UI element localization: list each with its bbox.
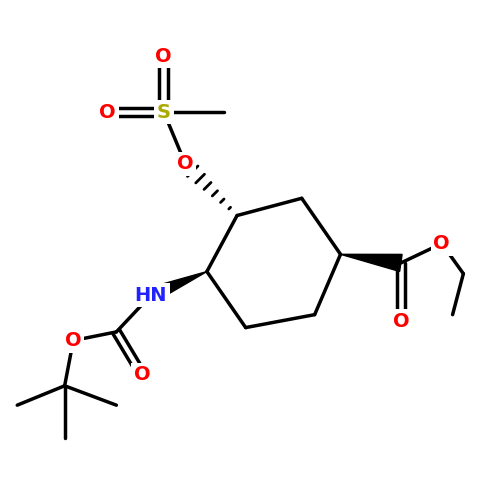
Text: O: O (156, 46, 172, 66)
Text: O: O (65, 331, 82, 350)
Text: O: O (134, 366, 150, 384)
Polygon shape (148, 272, 207, 302)
Text: O: O (392, 312, 409, 330)
Text: S: S (157, 102, 171, 122)
Text: O: O (434, 234, 450, 253)
Text: O: O (100, 102, 116, 122)
Text: O: O (177, 154, 194, 174)
Polygon shape (340, 254, 402, 272)
Text: HN: HN (134, 286, 167, 305)
